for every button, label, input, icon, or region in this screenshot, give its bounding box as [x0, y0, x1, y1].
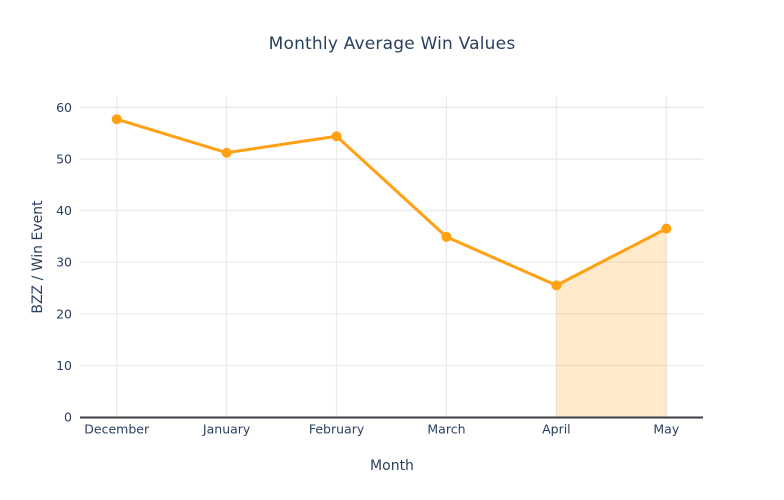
- data-point-december[interactable]: [111, 114, 122, 125]
- x-tick-label: May: [653, 422, 679, 437]
- x-tick-label: March: [427, 422, 465, 437]
- y-tick-label: 50: [56, 151, 72, 166]
- data-point-february[interactable]: [331, 131, 342, 142]
- y-tick-label: 20: [56, 306, 72, 321]
- data-point-march[interactable]: [441, 231, 452, 242]
- series-line: [115, 117, 668, 287]
- x-tick-label: December: [84, 422, 150, 437]
- x-axis-title: Month: [370, 458, 414, 474]
- x-tick-label: January: [202, 422, 251, 437]
- chart-title: Monthly Average Win Values: [268, 34, 516, 54]
- y-axis-title: BZZ / Win Event: [30, 200, 46, 314]
- x-tick-label: February: [309, 422, 365, 437]
- highlight-fill-region: [556, 228, 667, 417]
- y-tick-label: 40: [56, 203, 72, 218]
- y-tick-label: 30: [56, 255, 72, 270]
- x-tick-label: April: [542, 422, 571, 437]
- data-point-april[interactable]: [551, 280, 562, 291]
- data-point-may[interactable]: [661, 223, 672, 234]
- data-point-january[interactable]: [221, 147, 232, 158]
- y-tick-label: 10: [56, 358, 72, 373]
- y-tick-label: 60: [56, 100, 72, 115]
- y-tick-label: 0: [64, 410, 72, 425]
